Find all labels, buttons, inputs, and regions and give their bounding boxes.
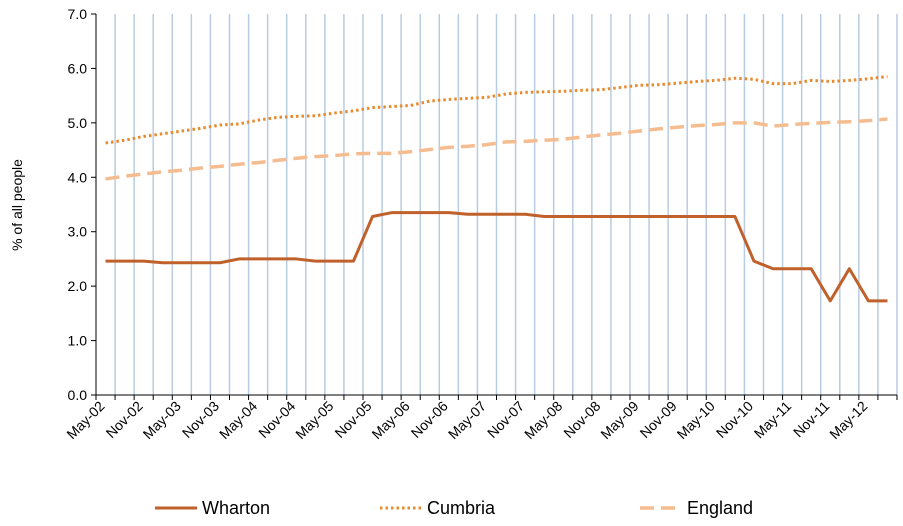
y-tick-label: 4.0 xyxy=(68,169,88,185)
legend: Wharton Cumbria England xyxy=(155,498,753,518)
x-tick-label: May-04 xyxy=(216,398,260,442)
x-tick-label: Nov-09 xyxy=(637,398,680,441)
x-tick-label: Nov-06 xyxy=(408,398,451,441)
x-tick-label: Nov-11 xyxy=(790,398,833,441)
axes xyxy=(91,13,898,400)
x-tick-label: May-03 xyxy=(140,398,184,442)
y-tick-label: 6.0 xyxy=(68,60,88,76)
y-tick-label: 2.0 xyxy=(68,278,88,294)
x-tick-label: May-05 xyxy=(292,398,336,442)
x-tick-label: May-12 xyxy=(826,398,870,442)
series-line-wharton xyxy=(105,211,888,303)
x-tick-label: Nov-03 xyxy=(179,398,222,441)
x-tick-label: Nov-10 xyxy=(713,398,756,441)
y-tick-labels: 0.0 1.0 2.0 3.0 4.0 5.0 6.0 7.0 xyxy=(68,6,88,403)
x-tick-label: May-02 xyxy=(63,398,107,442)
legend-label-cumbria: Cumbria xyxy=(427,498,496,518)
x-tick-label: Nov-05 xyxy=(331,398,374,441)
series-line-cumbria xyxy=(105,75,888,145)
x-tick-label: May-06 xyxy=(368,398,412,442)
x-tick-labels: May-02Nov-02May-03Nov-03May-04Nov-04May-… xyxy=(63,398,870,442)
x-tick-label: May-07 xyxy=(445,398,489,442)
x-tick-label: Nov-08 xyxy=(560,398,603,441)
x-tick-label: May-11 xyxy=(751,398,795,442)
y-axis-label: % of all people xyxy=(9,159,25,251)
x-tick-label: Nov-07 xyxy=(484,398,527,441)
y-tick-label: 3.0 xyxy=(68,224,88,240)
x-tick-label: Nov-04 xyxy=(255,398,298,441)
series-line-england xyxy=(105,117,888,181)
y-tick-label: 0.0 xyxy=(68,387,88,403)
y-tick-label: 7.0 xyxy=(68,6,88,22)
legend-label-england: England xyxy=(687,498,753,518)
legend-label-wharton: Wharton xyxy=(202,498,270,518)
x-tick-label: May-10 xyxy=(674,398,718,442)
x-tick-label: May-09 xyxy=(597,398,641,442)
vertical-gridlines xyxy=(114,14,898,395)
y-tick-label: 5.0 xyxy=(68,115,88,131)
y-tick-label: 1.0 xyxy=(68,333,88,349)
x-tick-label: Nov-02 xyxy=(103,398,146,441)
series-lines xyxy=(105,75,888,303)
x-tick-label: May-08 xyxy=(521,398,565,442)
